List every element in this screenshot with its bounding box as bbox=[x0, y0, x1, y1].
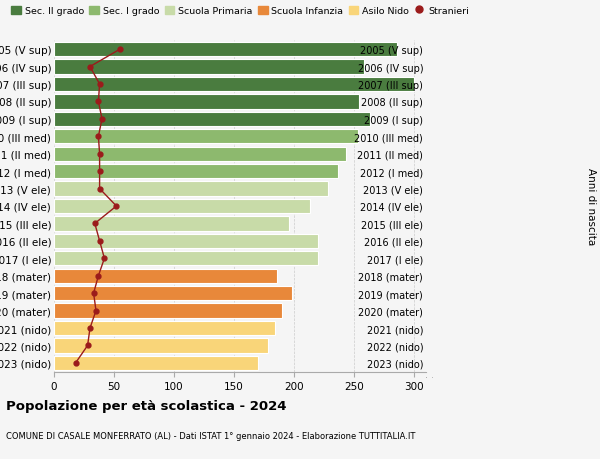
Bar bbox=[54, 199, 310, 214]
Bar bbox=[54, 95, 359, 109]
Bar bbox=[54, 234, 318, 248]
Text: COMUNE DI CASALE MONFERRATO (AL) - Dati ISTAT 1° gennaio 2024 - Elaborazione TUT: COMUNE DI CASALE MONFERRATO (AL) - Dati … bbox=[6, 431, 415, 441]
Bar bbox=[54, 182, 328, 196]
Bar bbox=[54, 321, 275, 336]
Bar bbox=[54, 60, 364, 74]
Bar bbox=[54, 217, 289, 231]
Bar bbox=[54, 43, 397, 57]
Bar bbox=[54, 147, 346, 162]
Bar bbox=[54, 286, 292, 301]
Bar bbox=[54, 269, 277, 283]
Bar bbox=[54, 304, 282, 318]
Bar bbox=[54, 130, 358, 144]
Bar bbox=[54, 165, 338, 179]
Bar bbox=[54, 252, 318, 266]
Bar bbox=[54, 112, 370, 127]
Bar bbox=[54, 78, 414, 92]
Text: Popolazione per età scolastica - 2024: Popolazione per età scolastica - 2024 bbox=[6, 399, 287, 412]
Text: Anni di nascita: Anni di nascita bbox=[586, 168, 596, 245]
Legend: Sec. II grado, Sec. I grado, Scuola Primaria, Scuola Infanzia, Asilo Nido, Stran: Sec. II grado, Sec. I grado, Scuola Prim… bbox=[8, 3, 472, 20]
Bar bbox=[54, 356, 258, 370]
Bar bbox=[54, 339, 268, 353]
